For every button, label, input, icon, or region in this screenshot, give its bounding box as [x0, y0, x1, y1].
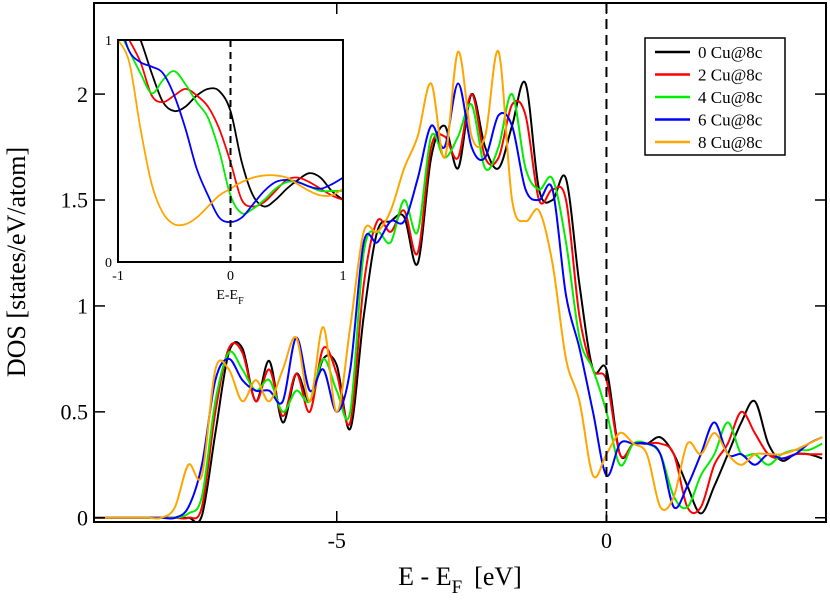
legend-label: 2 Cu@8c	[698, 66, 763, 85]
x-tick-label: 1	[340, 269, 347, 284]
y-tick-label: 0	[105, 256, 112, 271]
legend-label: 4 Cu@8c	[698, 88, 763, 107]
x-axis-label: E - EF [eV]	[398, 562, 522, 598]
inset-x-label: E-EF	[216, 288, 244, 307]
legend-label: 6 Cu@8c	[698, 111, 763, 130]
dos-curve	[94, 82, 823, 520]
x-label-unit: [eV]	[474, 562, 522, 591]
y-tick-label: 1	[105, 34, 112, 49]
curves	[94, 49, 823, 522]
legend-label: 8 Cu@8c	[698, 133, 763, 152]
x-tick-label: -5	[328, 528, 346, 553]
plot-frame	[117, 39, 344, 263]
x-label-main: E - E	[398, 562, 451, 591]
x-tick-label: -1	[112, 269, 124, 284]
inset-plot: -1 0 101	[105, 34, 347, 284]
dos-curve	[94, 49, 823, 520]
y-tick-label: 1.5	[61, 188, 89, 213]
dos-curve	[139, 40, 343, 208]
legend-label: 0 Cu@8c	[698, 43, 763, 62]
y-axis-label: DOS [states/eV/atom]	[2, 147, 31, 377]
y-tick-label: 0	[77, 505, 88, 530]
dos-curve	[94, 80, 823, 522]
inset-x-label-sub: F	[238, 296, 244, 307]
y-tick-label: 0.5	[61, 400, 89, 425]
x-tick-label: 0	[601, 528, 612, 553]
inset-x-label-main: E-E	[216, 288, 238, 303]
y-tick-label: 2	[77, 82, 88, 107]
plot-frame	[93, 2, 827, 523]
dos-curve	[94, 93, 823, 520]
dos-curve	[94, 93, 823, 520]
legend: 0 Cu@8c 2 Cu@8c 4 Cu@8c 6 Cu@8c 8 Cu@8c	[644, 37, 786, 156]
y-tick-label: 1	[77, 294, 88, 319]
x-tick-label: 0	[227, 269, 234, 284]
x-label-sub: F	[452, 577, 463, 598]
